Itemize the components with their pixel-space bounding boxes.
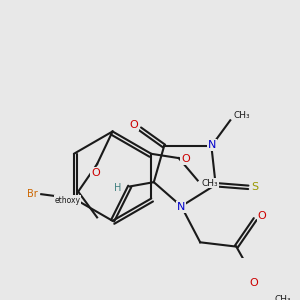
Text: H: H <box>114 183 122 193</box>
Text: S: S <box>252 182 259 192</box>
Text: CH₃: CH₃ <box>201 178 218 188</box>
Text: O: O <box>249 278 258 288</box>
Text: O: O <box>181 154 190 164</box>
Text: ethoxy: ethoxy <box>55 196 81 205</box>
Text: CH₃: CH₃ <box>234 111 250 120</box>
Text: N: N <box>208 140 216 150</box>
Text: N: N <box>177 202 185 212</box>
Text: O: O <box>91 168 100 178</box>
Text: O: O <box>130 120 138 130</box>
Text: CH₃: CH₃ <box>274 296 291 300</box>
Text: Br: Br <box>27 189 38 199</box>
Text: O: O <box>258 211 266 221</box>
